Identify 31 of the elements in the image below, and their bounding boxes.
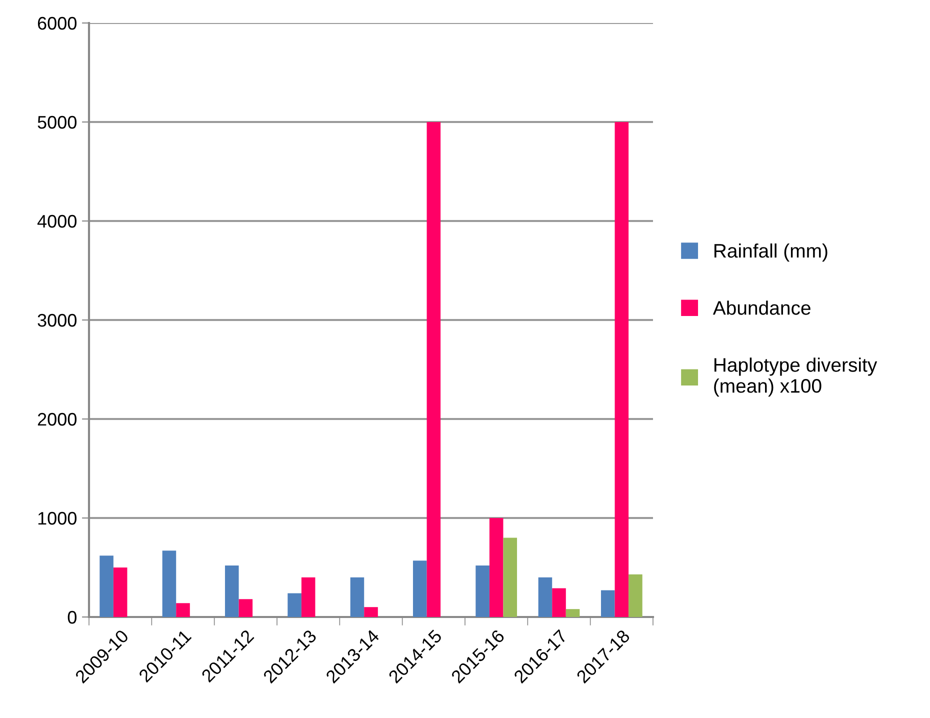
legend-label: Abundance <box>712 300 810 315</box>
y-tick-label: 0 <box>68 610 76 624</box>
legend-label: Rainfall (mm) <box>714 243 828 262</box>
bar <box>489 518 504 617</box>
bar <box>288 593 302 617</box>
bar <box>426 122 441 617</box>
bar <box>476 566 490 617</box>
bar <box>503 538 518 617</box>
bar <box>113 568 128 617</box>
bar <box>162 550 176 617</box>
bar <box>412 560 427 617</box>
bar <box>238 599 253 617</box>
y-tick-label: 4000 <box>37 214 76 228</box>
y-tick-label: 1000 <box>38 512 76 525</box>
y-tick-label: 2000 <box>38 412 76 426</box>
bar <box>364 607 378 617</box>
bar <box>176 603 190 617</box>
bar <box>566 609 580 617</box>
bar <box>301 577 316 617</box>
bar <box>614 122 629 617</box>
bar <box>600 590 615 617</box>
bar <box>224 566 239 617</box>
y-tick-label: 5000 <box>38 116 76 129</box>
bar <box>538 577 552 617</box>
bar <box>628 574 642 617</box>
y-tick-label: 6000 <box>38 16 76 30</box>
bar <box>100 556 114 617</box>
legend-label: Haplotype diversity (mean) x100 <box>714 358 878 397</box>
y-tick-label: 3000 <box>38 314 76 327</box>
bar <box>350 577 364 617</box>
bar <box>552 588 566 617</box>
